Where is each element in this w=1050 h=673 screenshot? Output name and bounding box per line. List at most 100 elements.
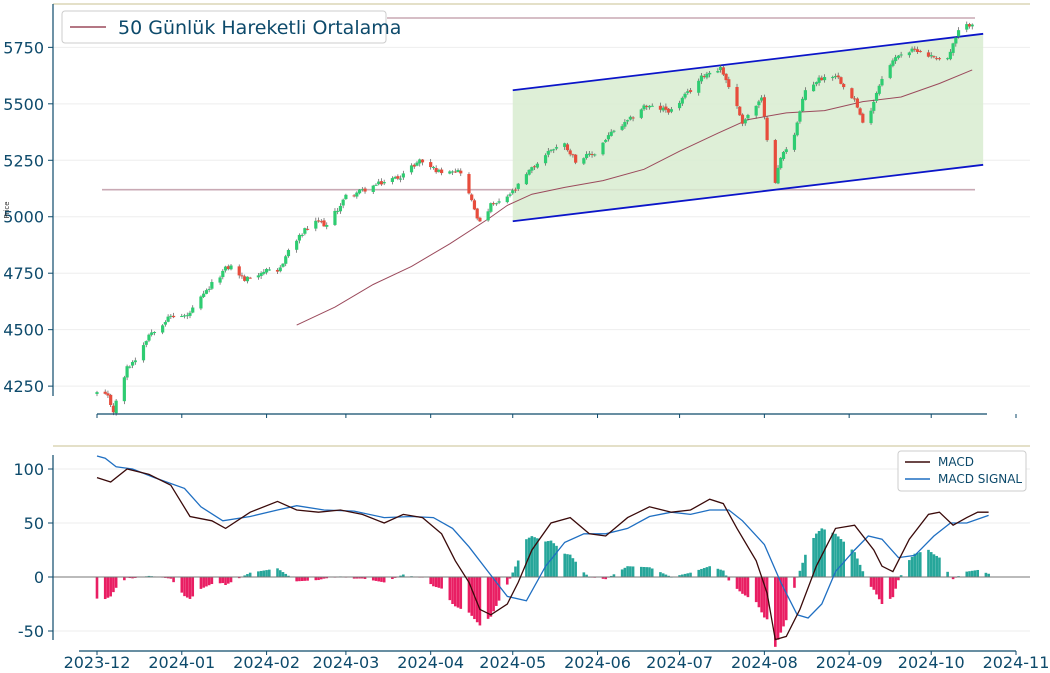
candle-body xyxy=(275,269,280,272)
histogram-bar xyxy=(836,536,840,577)
histogram-bar xyxy=(202,577,205,588)
histogram-bar xyxy=(128,577,132,579)
histogram-bar xyxy=(505,577,509,585)
signal-legend-label: MACD SIGNAL xyxy=(938,472,1022,486)
candle-body xyxy=(667,108,671,113)
price-legend-box xyxy=(61,10,387,44)
candle-body xyxy=(967,24,972,27)
candle-body xyxy=(899,54,903,56)
candle-body xyxy=(344,194,348,200)
candle-body xyxy=(188,312,192,316)
histogram-bar xyxy=(872,577,876,590)
candle-body xyxy=(658,105,663,110)
histogram-bar xyxy=(224,577,227,585)
candle-body xyxy=(489,203,493,212)
candle-body xyxy=(401,173,405,178)
price-y-tick-label: 5750 xyxy=(3,38,44,57)
histogram-bar xyxy=(650,568,654,577)
candle-body xyxy=(760,97,764,101)
candle-body xyxy=(415,162,419,166)
candle-body xyxy=(429,162,433,168)
histogram-bar xyxy=(968,571,971,577)
candle-body xyxy=(620,126,624,130)
histogram-bar xyxy=(207,577,211,586)
histogram-bar xyxy=(683,573,687,577)
candle-body xyxy=(724,73,728,81)
x-tick-label: 2024-05 xyxy=(479,653,546,672)
histogram-bar xyxy=(727,577,731,581)
candle-body xyxy=(182,315,187,317)
histogram-bar xyxy=(804,554,807,577)
candle-body xyxy=(639,109,643,118)
candle-body xyxy=(516,183,520,189)
histogram-bar xyxy=(475,577,479,623)
histogram-bar xyxy=(123,577,126,581)
candle-body xyxy=(735,86,739,107)
macd-legend: MACD MACD SIGNAL xyxy=(897,450,1027,492)
candle-body xyxy=(858,108,862,115)
candle-body xyxy=(803,90,807,100)
candle-body xyxy=(546,150,550,155)
candle-body xyxy=(218,277,222,283)
histogram-bar xyxy=(853,552,856,577)
candle-body xyxy=(568,150,572,155)
histogram-bar xyxy=(705,567,709,577)
candle-body xyxy=(245,276,250,282)
histogram-bar xyxy=(798,570,802,577)
candle-body xyxy=(248,277,252,279)
price-panel: 4250 4500 4750 5000 5250 5500 5750 Price 50 Gü… xyxy=(3,3,1030,418)
candle-body xyxy=(150,332,154,335)
candle-body xyxy=(333,210,337,225)
histogram-bar xyxy=(760,577,763,613)
histogram-bar xyxy=(585,574,588,577)
histogram-bar xyxy=(511,572,515,577)
candle-body xyxy=(494,203,498,205)
histogram-bar xyxy=(735,577,739,589)
candle-body xyxy=(338,205,343,212)
candle-body xyxy=(814,82,818,85)
candle-body xyxy=(812,84,816,92)
histogram-bar xyxy=(916,552,919,577)
candle-body xyxy=(171,315,176,318)
candle-body xyxy=(431,166,436,168)
histogram-bar xyxy=(888,577,892,599)
histogram-bar xyxy=(659,572,662,577)
histogram-bar xyxy=(172,577,175,583)
histogram-bar xyxy=(525,539,528,577)
candle-body xyxy=(708,72,712,75)
candle-body xyxy=(284,256,288,264)
candle-body xyxy=(929,55,933,57)
price-y-tick-label: 4500 xyxy=(3,321,44,340)
histogram-bar xyxy=(382,577,386,583)
candle-body xyxy=(256,275,260,278)
candle-body xyxy=(508,194,512,196)
histogram-bar xyxy=(306,577,309,581)
candle-body xyxy=(587,153,591,156)
candle-body xyxy=(524,174,529,185)
histogram-bar xyxy=(478,577,482,626)
candle-body xyxy=(850,88,854,99)
macd-y-tick-label: 0 xyxy=(34,568,44,587)
histogram-bar xyxy=(935,555,938,577)
histogram-bar xyxy=(536,538,539,577)
histogram-bar xyxy=(278,570,282,577)
candle-body xyxy=(784,149,788,152)
candle-body xyxy=(240,275,244,277)
candle-body xyxy=(226,266,230,269)
histogram-bar xyxy=(815,533,818,577)
histogram-bar xyxy=(377,577,381,582)
histogram-bar xyxy=(552,543,556,577)
histogram-bar xyxy=(319,577,323,580)
candle-body xyxy=(360,189,364,191)
candle-body xyxy=(965,24,969,30)
candle-body xyxy=(221,270,225,278)
candle-body xyxy=(554,147,559,149)
candle-body xyxy=(163,322,167,325)
candle-body xyxy=(434,168,438,173)
candle-body xyxy=(437,169,441,172)
candle-body xyxy=(319,221,323,223)
histogram-bar xyxy=(604,577,608,580)
candle-body xyxy=(954,37,958,44)
candle-body xyxy=(664,106,668,110)
candle-body xyxy=(951,43,955,53)
